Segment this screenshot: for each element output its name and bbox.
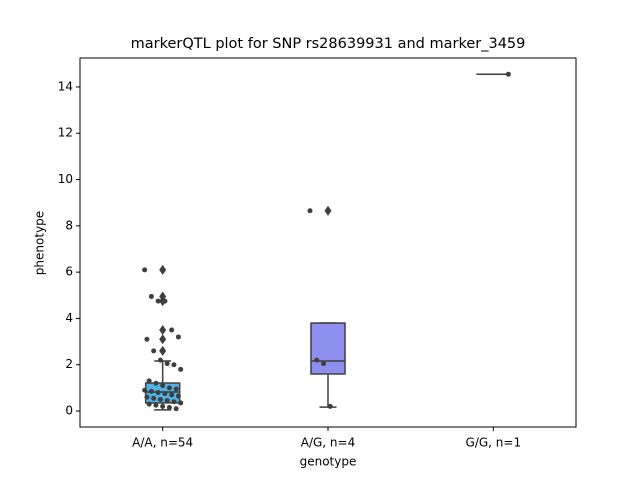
strip-point	[327, 403, 333, 409]
x-tick-label: A/A, n=54	[132, 436, 193, 450]
strip-point	[171, 399, 177, 405]
strip-point	[155, 298, 161, 304]
strip-point	[164, 361, 170, 367]
strip-point	[166, 405, 172, 411]
strip-point	[151, 348, 157, 354]
strip-point	[307, 208, 313, 214]
strip-point	[162, 391, 168, 397]
plot-frame	[79, 57, 577, 428]
strip-point	[146, 378, 152, 384]
strip-point	[160, 383, 166, 389]
strip-point	[505, 71, 511, 77]
flier	[159, 345, 167, 356]
strip-point	[157, 357, 163, 363]
x-tick-label: A/G, n=4	[301, 436, 355, 450]
y-tick-label: 4	[65, 311, 73, 325]
chart-title: markerQTL plot for SNP rs28639931 and ma…	[131, 36, 526, 52]
strip-point	[142, 267, 148, 273]
y-tick-label: 2	[65, 357, 73, 371]
strip-point	[148, 293, 154, 299]
strip-point	[169, 327, 175, 333]
y-tick-label: 12	[58, 126, 73, 140]
x-tick-label: G/G, n=1	[466, 436, 522, 450]
strip-point	[153, 402, 159, 408]
strip-point	[166, 385, 172, 391]
strip-point	[314, 357, 320, 363]
flier	[159, 334, 167, 345]
strip-point	[175, 393, 181, 399]
x-axis-label: genotype	[300, 455, 357, 469]
y-tick-label: 10	[58, 172, 73, 186]
flier	[324, 205, 332, 216]
strip-point	[178, 400, 184, 406]
strip-point	[146, 401, 152, 407]
strip-point	[175, 334, 181, 340]
y-tick-label: 14	[58, 79, 73, 93]
y-axis-label: phenotype	[33, 211, 47, 275]
strip-point	[173, 406, 179, 412]
strip-point	[151, 395, 157, 401]
strip-point	[144, 394, 150, 400]
y-tick-label: 6	[65, 265, 73, 279]
strip-point	[164, 398, 170, 404]
y-tick-label: 0	[65, 404, 73, 418]
box	[310, 322, 346, 375]
strip-point	[169, 392, 175, 398]
strip-point	[144, 336, 150, 342]
strip-point	[148, 388, 154, 394]
strip-point	[171, 362, 177, 368]
flier	[159, 264, 167, 275]
strip-point	[157, 396, 163, 402]
strip-point	[162, 298, 168, 304]
strip-point	[142, 387, 148, 393]
flier	[159, 325, 167, 336]
strip-point	[173, 386, 179, 392]
strip-point	[321, 361, 326, 367]
strip-point	[160, 403, 166, 409]
strip-point	[153, 380, 159, 386]
y-tick-label: 8	[65, 218, 73, 232]
strip-point	[155, 390, 161, 396]
strip-point	[178, 366, 184, 372]
